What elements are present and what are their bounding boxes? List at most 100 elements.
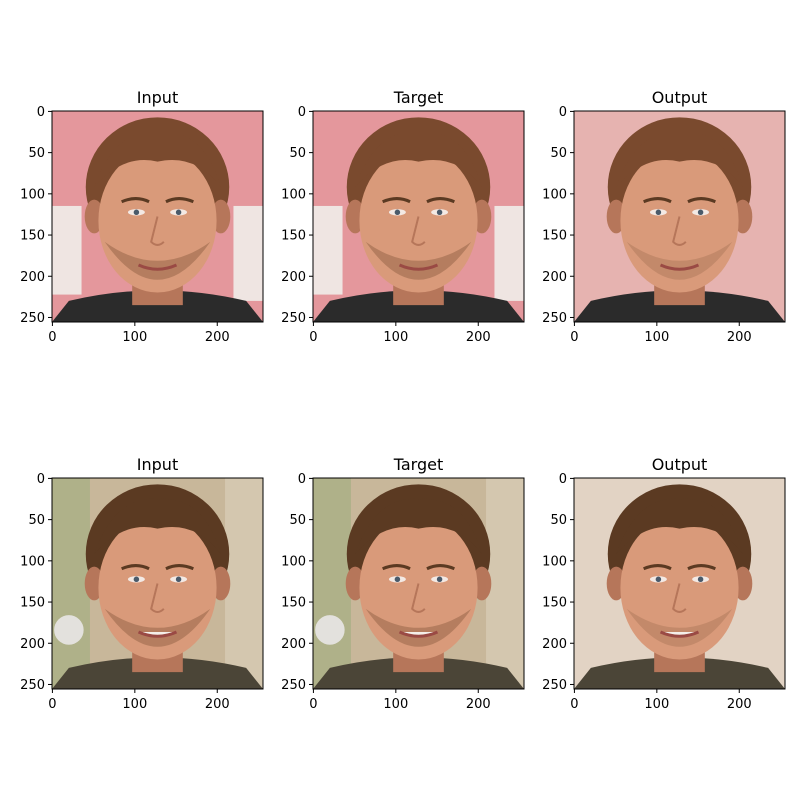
background-flower xyxy=(315,615,345,645)
eyebrow xyxy=(643,564,672,571)
shirt xyxy=(52,657,263,689)
beard xyxy=(626,608,733,647)
x-tick-label: 100 xyxy=(644,697,669,712)
x-tick-label: 200 xyxy=(466,697,491,712)
y-tick-label: 100 xyxy=(281,187,306,202)
eyebrow xyxy=(687,564,716,571)
eyebrow xyxy=(382,564,411,571)
x-tick-label: 200 xyxy=(727,330,752,345)
eyebrow xyxy=(687,197,716,204)
y-tick-label: 250 xyxy=(281,311,306,326)
panel-title: Output xyxy=(652,88,708,107)
eyebrow xyxy=(121,564,150,571)
y-tick-label: 50 xyxy=(289,513,306,528)
hair-fringe xyxy=(616,498,743,554)
x-tick-label: 100 xyxy=(122,330,147,345)
y-tick-label: 250 xyxy=(542,678,567,693)
beard xyxy=(104,241,211,280)
y-tick-label: 200 xyxy=(281,637,306,652)
hair-fringe xyxy=(355,131,482,187)
mouth xyxy=(398,630,439,638)
y-tick-label: 0 xyxy=(37,472,45,487)
y-tick-label: 150 xyxy=(20,596,45,611)
eyebrow xyxy=(426,197,455,204)
face-photo xyxy=(313,111,524,322)
pupil xyxy=(175,209,182,216)
y-tick-label: 200 xyxy=(20,270,45,285)
x-tick-label: 0 xyxy=(570,697,578,712)
nose xyxy=(150,583,165,613)
pupil xyxy=(436,576,443,583)
nose xyxy=(672,216,687,246)
y-tick-label: 100 xyxy=(542,554,567,569)
panel-title: Input xyxy=(137,455,178,474)
y-tick-label: 250 xyxy=(20,311,45,326)
axes-frame xyxy=(312,477,525,690)
pupil xyxy=(697,209,704,216)
y-tick-label: 200 xyxy=(20,637,45,652)
shirt xyxy=(52,290,263,322)
pupil xyxy=(655,209,662,216)
background-foliage xyxy=(52,478,90,689)
beard xyxy=(104,608,211,647)
x-tick-label: 200 xyxy=(205,697,230,712)
shirt xyxy=(313,290,524,322)
shirt xyxy=(313,657,524,689)
y-tick-label: 100 xyxy=(20,554,45,569)
y-tick-label: 200 xyxy=(542,270,567,285)
panel-title: Input xyxy=(137,88,178,107)
mouth xyxy=(137,630,178,638)
nose xyxy=(411,583,426,613)
x-tick-label: 0 xyxy=(309,697,317,712)
y-tick-label: 50 xyxy=(28,146,45,161)
axes-frame xyxy=(51,110,264,323)
eyebrow xyxy=(165,564,194,571)
face-photo xyxy=(574,111,785,322)
y-tick-label: 100 xyxy=(542,187,567,202)
pupil xyxy=(175,576,182,583)
axes-frame xyxy=(312,110,525,323)
y-tick-label: 100 xyxy=(281,554,306,569)
x-tick-label: 100 xyxy=(383,330,408,345)
eyebrow xyxy=(382,197,411,204)
y-tick-label: 0 xyxy=(37,105,45,120)
axes-frame xyxy=(51,477,264,690)
y-tick-label: 250 xyxy=(281,678,306,693)
pupil xyxy=(394,576,401,583)
mouth xyxy=(137,263,178,271)
y-tick-label: 0 xyxy=(559,105,567,120)
nose xyxy=(411,216,426,246)
eyebrow xyxy=(121,197,150,204)
background-letter xyxy=(494,205,524,301)
y-tick-label: 0 xyxy=(298,472,306,487)
shirt xyxy=(574,290,785,322)
y-tick-label: 150 xyxy=(542,596,567,611)
beard xyxy=(365,608,472,647)
eyebrow xyxy=(643,197,672,204)
panel-title: Output xyxy=(652,455,708,474)
y-tick-label: 50 xyxy=(289,146,306,161)
panel-title: Target xyxy=(393,88,444,107)
nose xyxy=(150,216,165,246)
x-tick-label: 100 xyxy=(644,330,669,345)
x-tick-label: 100 xyxy=(383,697,408,712)
hair-fringe xyxy=(94,498,221,554)
x-tick-label: 200 xyxy=(205,330,230,345)
y-tick-label: 0 xyxy=(559,472,567,487)
x-tick-label: 0 xyxy=(48,697,56,712)
face-photo xyxy=(574,478,785,689)
pupil xyxy=(697,576,704,583)
shirt xyxy=(574,657,785,689)
x-tick-label: 200 xyxy=(727,697,752,712)
background-foliage xyxy=(225,478,263,689)
background-flower xyxy=(54,615,84,645)
y-tick-label: 150 xyxy=(281,229,306,244)
face-photo xyxy=(313,478,524,689)
panel-title: Target xyxy=(393,455,444,474)
